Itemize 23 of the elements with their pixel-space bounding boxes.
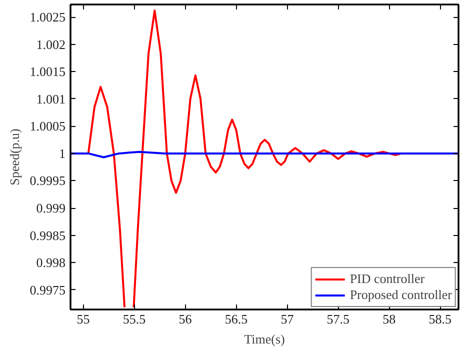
y-tick-label: 1 xyxy=(59,146,66,161)
y-tick-label: 1.002 xyxy=(36,36,66,52)
x-tick-label: 57.5 xyxy=(326,312,350,326)
x-tick-label: 55 xyxy=(76,312,90,326)
y-tick-label: 1.0025 xyxy=(30,10,66,25)
y-tick-label: 0.998 xyxy=(36,255,66,270)
legend-label: Proposed controller xyxy=(350,287,452,303)
y-tick-label: 1.0005 xyxy=(30,118,66,134)
x-tick-label: 57 xyxy=(280,312,294,326)
x-tick-label: 56.5 xyxy=(224,312,248,326)
y-tick-label: 0.999 xyxy=(36,200,66,216)
x-tick-label: 58 xyxy=(382,312,396,326)
x-tick-label: 55.5 xyxy=(122,312,146,326)
y-tick-label: 1.001 xyxy=(36,91,66,106)
y-tick-label: 0.9985 xyxy=(30,228,66,243)
x-tick-label: 58.5 xyxy=(428,312,452,326)
x-axis-title: Time(s) xyxy=(244,332,285,346)
y-tick-label: 0.9975 xyxy=(30,282,66,298)
x-tick-label: 56 xyxy=(178,312,192,326)
y-tick-label: 1.0015 xyxy=(30,64,66,80)
y-tick-label: 0.9995 xyxy=(30,173,66,188)
y-axis-title: Speed(p.u) xyxy=(6,128,22,186)
legend-label: PID controller xyxy=(350,271,425,287)
